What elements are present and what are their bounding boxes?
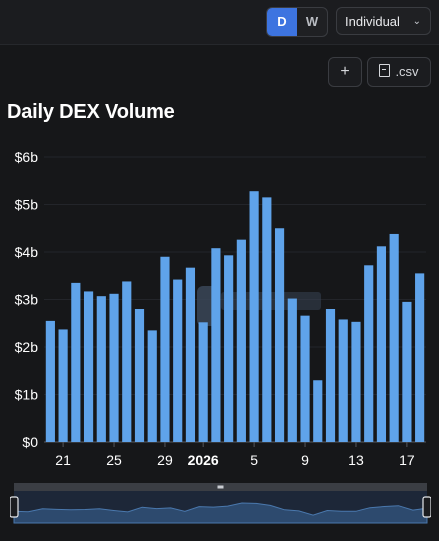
x-tick-label: 25	[106, 452, 122, 468]
y-tick-label: $3b	[15, 292, 39, 308]
x-tick-label: 29	[157, 452, 173, 468]
bar[interactable]	[45, 320, 55, 443]
bar[interactable]	[198, 322, 208, 442]
slider-handle-right[interactable]	[422, 496, 431, 518]
bar[interactable]	[109, 293, 119, 442]
y-tick-label: $2b	[15, 339, 39, 355]
bar[interactable]	[160, 256, 170, 442]
y-tick-label: $4b	[15, 244, 39, 260]
bar[interactable]	[122, 281, 132, 442]
bar[interactable]	[211, 248, 221, 442]
bar[interactable]	[376, 246, 387, 442]
bar[interactable]	[300, 315, 310, 442]
bar[interactable]	[236, 239, 246, 442]
bar[interactable]	[274, 228, 285, 442]
bar[interactable]	[173, 279, 183, 442]
file-download-icon	[379, 64, 391, 77]
bar[interactable]	[134, 309, 145, 442]
toggle-daily[interactable]: D	[267, 8, 297, 36]
range-slider[interactable]	[10, 483, 431, 529]
y-tick-label: $6b	[15, 149, 39, 165]
y-tick-label: $5b	[15, 197, 39, 213]
bar[interactable]	[58, 329, 68, 442]
x-tick-label: 17	[399, 452, 415, 468]
bar[interactable]	[364, 265, 374, 442]
slider-handle-left[interactable]	[10, 496, 19, 518]
bar[interactable]	[185, 267, 196, 442]
bar[interactable]	[287, 298, 297, 442]
bar[interactable]	[249, 191, 259, 442]
top-bar: D W Individual ⌄	[0, 0, 439, 45]
download-csv-button[interactable]: .csv	[367, 57, 431, 87]
grouping-select[interactable]: Individual ⌄	[336, 7, 431, 35]
bar[interactable]	[415, 273, 425, 443]
bar[interactable]	[313, 380, 323, 442]
bar[interactable]	[325, 309, 336, 442]
x-tick-label: 9	[301, 452, 309, 468]
bar[interactable]	[224, 255, 234, 442]
bar[interactable]	[351, 321, 361, 442]
chevron-down-icon: ⌄	[412, 16, 421, 27]
y-tick-label: $1b	[15, 387, 39, 403]
x-tick-label: 5	[250, 452, 258, 468]
toggle-weekly[interactable]: W	[305, 14, 319, 29]
bar[interactable]	[96, 296, 106, 442]
slider-grip-icon	[217, 485, 224, 489]
x-tick-label: 21	[55, 452, 71, 468]
add-button[interactable]: +	[328, 57, 362, 87]
bar[interactable]	[389, 233, 399, 442]
slider-preview-area	[13, 502, 428, 524]
y-tick-label: $0	[22, 434, 38, 450]
bar[interactable]	[147, 330, 157, 443]
bar[interactable]	[338, 319, 348, 442]
bar[interactable]	[402, 301, 412, 443]
bar[interactable]	[71, 282, 81, 443]
csv-label: .csv	[395, 64, 419, 79]
chart-title: Daily DEX Volume	[7, 101, 175, 123]
bar-chart: $0 $1b $2b $3b $4b $5b $6b 21 25 29 2026 5 9 13 17	[15, 149, 426, 468]
x-tick-label: 13	[348, 452, 364, 468]
interval-toggle: D W	[266, 7, 328, 37]
grouping-select-value: Individual	[345, 14, 400, 29]
bar[interactable]	[262, 197, 272, 442]
x-tick-label: 2026	[188, 452, 219, 468]
bar[interactable]	[83, 291, 94, 442]
